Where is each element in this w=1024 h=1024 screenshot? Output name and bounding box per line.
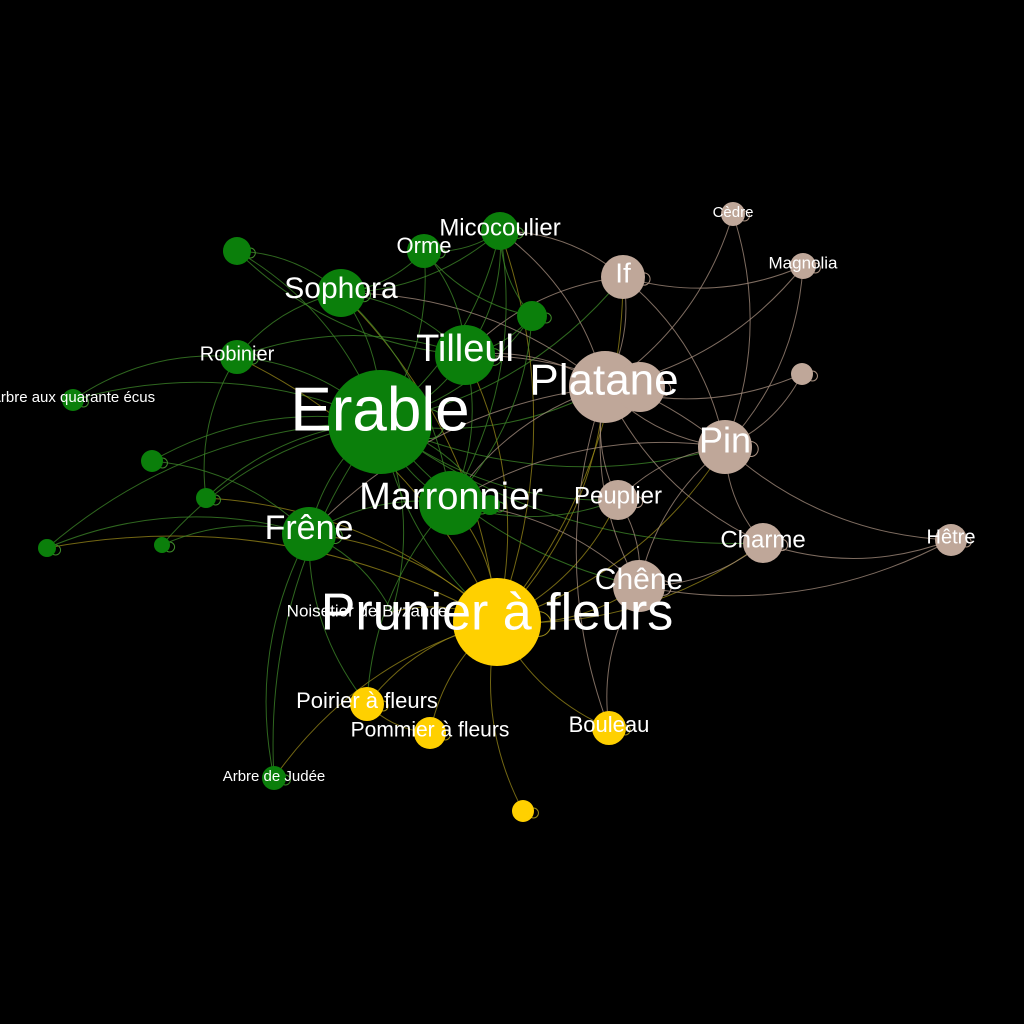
edge-chene-hetre (638, 539, 952, 597)
node-label-ginkgo: Arbre aux quarante écus (0, 389, 155, 406)
edge-erable-charme (379, 421, 764, 544)
edge-robinier-ginkgo (72, 355, 238, 401)
edge-prunier-sophora (340, 292, 498, 623)
edge-prunier-if (496, 276, 624, 623)
node-label-orme: Orme (397, 233, 452, 258)
node-if[interactable] (601, 255, 645, 299)
node-t1[interactable] (791, 363, 813, 385)
edge-prunier-micocoulier (496, 230, 535, 623)
node-label-noisetier: Noisetier de Byzance (287, 601, 448, 620)
node-label-prunier: Prunier à fleurs (321, 584, 674, 642)
edge-pin-cedre (724, 213, 751, 448)
edge-marronnier-micocoulier (450, 230, 507, 504)
node-label-micocoulier: Micocoulier (439, 214, 560, 241)
edge-platane-sophora (340, 292, 606, 388)
labels-layer: Erable Prunier à fleurs Platane Marronnier T… (0, 204, 975, 785)
edge-if-magnolia (622, 265, 804, 289)
nodes-layer (38, 202, 972, 822)
node-label-chene: Chêne (595, 563, 683, 596)
node-hetre[interactable] (935, 524, 967, 556)
node-prunier[interactable] (453, 578, 541, 666)
node-frene[interactable] (282, 507, 336, 561)
edge-platane-bouleau (575, 386, 610, 729)
node-label-tilleul: Tilleul (416, 328, 514, 370)
edge-g1-tilleul (236, 250, 466, 356)
node-peuplier[interactable] (598, 480, 638, 520)
node-orme[interactable] (407, 234, 441, 268)
node-label-charme: Charme (720, 526, 805, 553)
node-g5[interactable] (154, 537, 170, 553)
node-judee[interactable] (262, 766, 286, 790)
node-poirier[interactable] (350, 687, 384, 721)
node-label-bouleau: Bouleau (569, 712, 650, 737)
node-ginkgo[interactable] (62, 389, 84, 411)
node-g7[interactable] (480, 495, 500, 515)
node-label-cedre: Cèdre (713, 204, 754, 221)
node-micocoulier[interactable] (481, 212, 519, 250)
node-sophora[interactable] (317, 269, 365, 317)
node-label-pommier: Pommier à fleurs (351, 719, 510, 742)
node-marronnier[interactable] (419, 471, 483, 535)
node-pin[interactable] (698, 420, 752, 474)
node-erable[interactable] (328, 370, 432, 474)
node-pommier[interactable] (414, 717, 446, 749)
node-label-frene: Frêne (265, 509, 354, 547)
node-cedre[interactable] (721, 202, 745, 226)
node-robinier[interactable] (220, 340, 254, 374)
edge-robinier-g3 (203, 356, 238, 499)
node-bouleau[interactable] (592, 711, 626, 745)
node-label-hetre: Hêtre (927, 526, 976, 548)
edge-pin-marronnier (450, 441, 726, 504)
node-label-magnolia: Magnolia (769, 253, 839, 272)
node-label-sophora: Sophora (284, 272, 398, 305)
node-g2[interactable] (141, 450, 163, 472)
node-label-peuplier: Peuplier (574, 482, 662, 509)
node-label-if: If (615, 257, 631, 288)
node-g1[interactable] (223, 237, 251, 265)
node-g6[interactable] (517, 301, 547, 331)
edge-frene-judee (265, 533, 310, 779)
node-charme[interactable] (743, 523, 783, 563)
node-label-robinier: Robinier (200, 343, 275, 365)
node-label-marronnier: Marronnier (359, 476, 543, 518)
edge-prunier-g4 (46, 535, 498, 623)
node-label-platane: Platane (529, 356, 678, 405)
node-y1[interactable] (512, 800, 534, 822)
node-chene[interactable] (613, 560, 665, 612)
node-g3[interactable] (196, 488, 216, 508)
node-label-erable: Erable (290, 375, 469, 444)
node-magnolia[interactable] (790, 253, 816, 279)
node-label-poirier: Poirier à fleurs (296, 688, 438, 713)
node-platane2[interactable] (615, 362, 665, 412)
edge-pin-hetre (724, 446, 952, 541)
edge-platane-frene (308, 386, 606, 535)
node-tilleul[interactable] (435, 325, 495, 385)
node-label-pin: Pin (699, 420, 751, 461)
node-g4[interactable] (38, 539, 56, 557)
edges-layer (46, 213, 952, 812)
node-label-judee: Arbre de Judée (223, 768, 326, 785)
edge-frene-g4 (46, 516, 310, 549)
